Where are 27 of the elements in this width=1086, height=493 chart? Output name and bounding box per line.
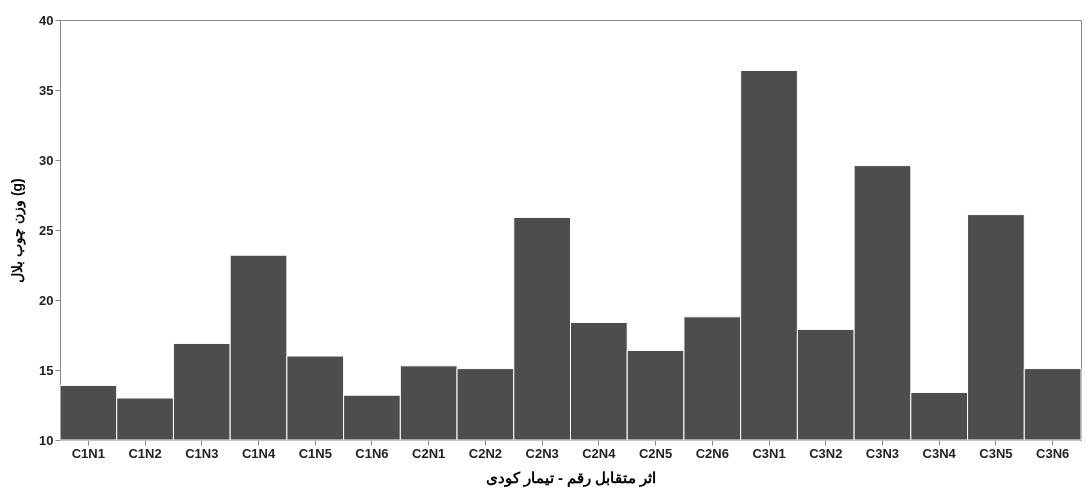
x-tick-label: C2N3 — [525, 445, 559, 461]
x-tick-label: C1N3 — [185, 445, 219, 461]
x-tick-label: C3N3 — [865, 445, 900, 461]
x-tick-label: C1N6 — [355, 445, 389, 461]
y-tick-label: 20 — [39, 292, 54, 308]
x-axis-title: اثر متقابل رقم - تیمار کودی — [485, 468, 657, 487]
y-tick-label: 25 — [39, 222, 54, 238]
y-axis-title: وزن چوب بلال (g) — [9, 178, 27, 283]
x-tick-label: C1N4 — [241, 445, 276, 461]
x-tick-label: C1N5 — [298, 445, 332, 461]
x-tick-label: C1N2 — [128, 445, 162, 461]
x-tick-label: C1N1 — [71, 445, 105, 461]
y-tick-label: 30 — [39, 152, 54, 168]
y-tick-label: 15 — [39, 362, 54, 378]
y-tick-label: 10 — [39, 432, 54, 448]
x-tick-label: C2N5 — [638, 445, 673, 461]
x-tick-label: C2N2 — [468, 445, 503, 461]
x-tick-label: C2N1 — [412, 445, 446, 461]
y-tick-label: 40 — [39, 12, 54, 28]
x-tick-label: C2N4 — [582, 445, 617, 461]
x-tick-label: C2N6 — [695, 445, 729, 461]
x-tick-label: C3N1 — [752, 445, 786, 461]
x-tick-label: C3N6 — [1036, 445, 1070, 461]
x-tick-label: C3N5 — [979, 445, 1013, 461]
x-tick-label: C3N4 — [922, 445, 957, 461]
x-tick-label: C3N2 — [809, 445, 843, 461]
y-tick-label: 35 — [39, 82, 54, 98]
